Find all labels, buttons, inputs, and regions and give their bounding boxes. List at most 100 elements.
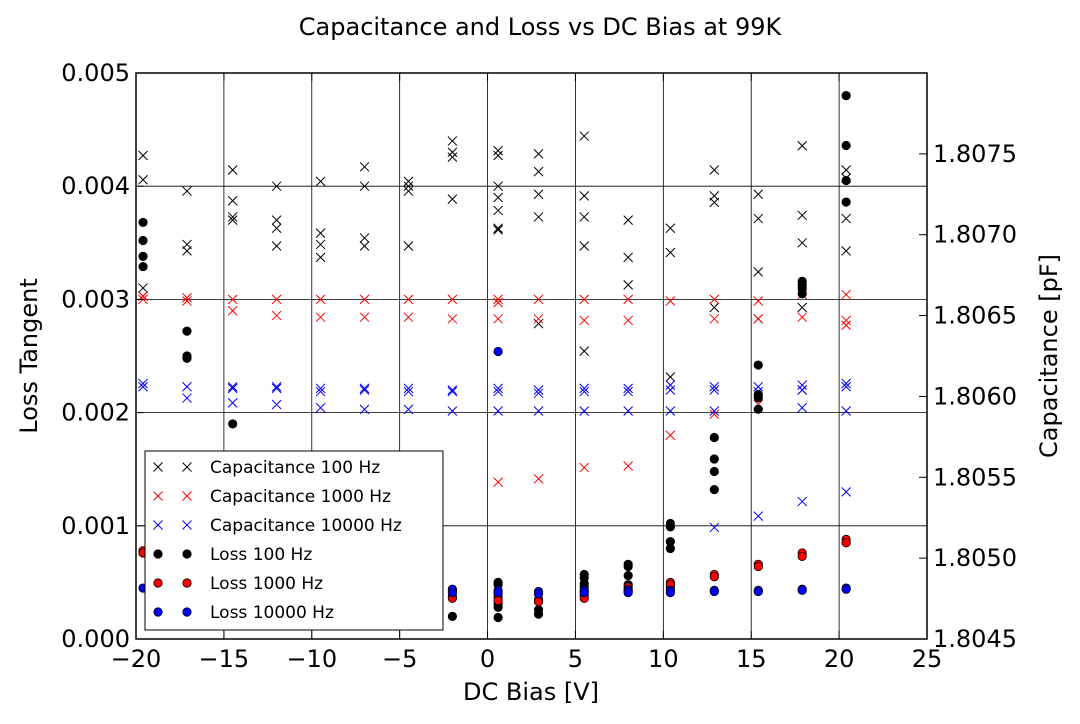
data-point-x (797, 302, 808, 313)
data-point-x (315, 252, 326, 263)
legend-marker-x (153, 491, 163, 501)
legend-marker-x (153, 462, 163, 472)
legend-marker-dot (153, 549, 163, 559)
data-point-x (533, 474, 544, 484)
data-point-x (359, 312, 370, 323)
data-point-x (579, 294, 590, 305)
legend: Capacitance 100 Hz Capacitance 1000 Hz Cap… (144, 450, 444, 631)
data-point-x (138, 378, 148, 389)
data-point-x (841, 320, 851, 331)
data-point-x (359, 161, 370, 172)
data-point-x (315, 312, 326, 323)
data-point-x (493, 383, 503, 394)
data-point-dot (841, 538, 851, 548)
data-point-x (841, 406, 851, 416)
data-point-dot (841, 140, 851, 151)
data-point-x (841, 246, 851, 256)
legend-entry: Capacitance 100 Hz (153, 458, 380, 478)
x-tick-label: −10 (286, 645, 337, 673)
series-loss-10000-hz (138, 346, 851, 599)
data-point-x (623, 279, 634, 290)
data-point-x (841, 213, 851, 224)
data-point-x (841, 378, 851, 389)
data-point-x (227, 381, 238, 392)
data-point-x (493, 406, 503, 416)
data-point-x (579, 191, 590, 201)
left-y-tick-label: 0.002 (61, 399, 130, 427)
data-point-x (579, 383, 590, 394)
data-point-x (533, 149, 544, 159)
data-point-x (359, 181, 370, 192)
legend-marker-x (153, 520, 163, 530)
left-y-tick-label: 0.001 (61, 512, 130, 540)
legend-entry: Loss 1000 Hz (153, 574, 323, 594)
data-point-x (138, 283, 148, 293)
data-point-x (403, 386, 414, 397)
data-point-x (271, 294, 282, 305)
x-tick-label: −20 (111, 645, 162, 673)
data-point-x (447, 147, 458, 158)
data-point-dot (841, 175, 851, 186)
legend-entry: Capacitance 10000 Hz (153, 516, 402, 536)
legend-marker-x (182, 462, 192, 472)
data-point-x (709, 385, 720, 395)
data-point-dot (709, 432, 719, 443)
data-point-x (623, 386, 634, 397)
x-axis-ticks: −20 −15 −10 −5 0 5 10 15 20 25 (111, 73, 942, 673)
legend-entries: Capacitance 100 Hz Capacitance 1000 Hz Cap… (153, 458, 402, 623)
data-point-x (227, 398, 238, 408)
data-point-x (403, 181, 414, 192)
data-point-x (403, 176, 414, 187)
data-point-dot (665, 522, 675, 532)
data-point-x (447, 136, 458, 146)
data-point-x (753, 213, 764, 224)
chart-title: Capacitance and Loss vs DC Bias at 99K (299, 13, 783, 41)
legend-label: Capacitance 10000 Hz (210, 516, 402, 536)
legend-marker-x (182, 520, 192, 530)
data-point-dot (493, 595, 503, 606)
data-point-dot (138, 217, 148, 228)
data-point-x (403, 383, 414, 394)
data-point-dot (665, 587, 675, 598)
data-point-x (709, 381, 720, 392)
data-point-dot (841, 91, 851, 101)
data-point-x (579, 406, 590, 416)
data-point-x (709, 409, 720, 420)
legend-label: Loss 100 Hz (210, 545, 312, 565)
data-point-x (359, 385, 370, 395)
legend-marker-dot (182, 578, 192, 588)
plot-frame (135, 72, 928, 640)
data-point-x (271, 381, 282, 392)
data-point-dot (533, 589, 544, 599)
data-point-x (665, 385, 676, 395)
data-point-x (709, 165, 720, 175)
data-point-dot (138, 261, 148, 272)
data-point-x (447, 386, 458, 397)
data-point-dot (228, 419, 238, 429)
data-point-x (493, 297, 503, 308)
data-point-dot (493, 587, 503, 598)
data-point-x (753, 189, 764, 200)
data-point-x (227, 383, 238, 394)
data-point-x (138, 150, 148, 161)
data-point-x (493, 150, 503, 161)
left-y-axis-ticks: 0.000 0.001 0.002 0.003 0.004 0.005 (61, 59, 144, 653)
data-point-x (579, 315, 590, 326)
data-point-x (271, 181, 282, 192)
data-point-dot (753, 404, 763, 414)
data-point-dot (493, 612, 503, 623)
data-point-x (623, 252, 634, 263)
data-point-x (797, 496, 808, 507)
data-point-x (447, 385, 458, 395)
data-point-x (533, 385, 544, 395)
right-y-tick-label: 1.8070 (933, 221, 1017, 249)
data-point-dot (753, 586, 763, 597)
data-point-x (841, 381, 851, 392)
data-point-x (623, 315, 634, 326)
data-point-x (579, 212, 590, 222)
data-point-dot (753, 393, 763, 403)
data-point-x (623, 215, 634, 226)
data-point-x (182, 292, 192, 303)
legend-entry: Loss 100 Hz (153, 545, 312, 565)
data-point-x (753, 267, 764, 277)
